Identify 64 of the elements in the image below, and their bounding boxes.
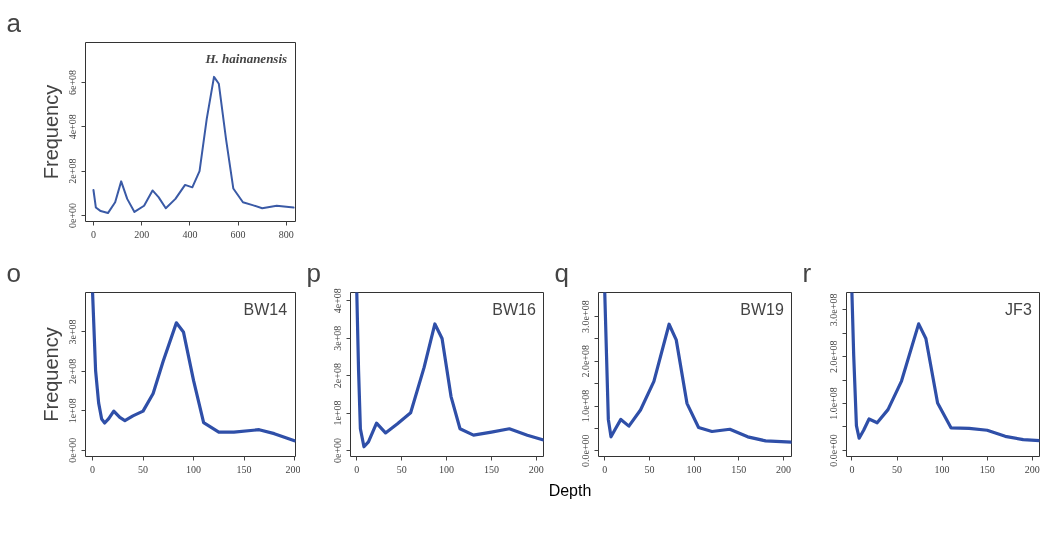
y-tick-label: 1e+08 (67, 398, 79, 424)
x-tick-label: 400 (182, 228, 198, 240)
y-tick-label: 3.0e+08 (580, 300, 592, 333)
x-tick-label: 50 (138, 463, 149, 475)
x-tick-label: 0 (849, 463, 855, 475)
x-tick-label: 0 (90, 228, 96, 240)
y-tick-label: 3.0e+08 (828, 293, 840, 327)
y-tick-label: 0.0e+00 (580, 434, 592, 467)
x-tick-label: 0 (90, 463, 96, 475)
x-tick-label: 150 (483, 463, 499, 475)
x-tick-label: 150 (731, 463, 747, 475)
y-tick-label: 2.0e+08 (828, 340, 840, 373)
chart-title: r (802, 257, 812, 288)
y-tick-label: 6e+08 (67, 69, 79, 95)
y-tick-label: 2.0e+08 (580, 345, 592, 378)
x-tick-label: 800 (278, 228, 294, 240)
line-series (355, 292, 544, 449)
line-series (90, 292, 296, 443)
x-tick-label: 150 (236, 463, 252, 475)
chart-title: q (554, 257, 569, 288)
x-tick-label: 50 (644, 463, 655, 475)
y-tick-label: 1.0e+08 (828, 387, 840, 420)
annotation: H. hainanensis (204, 51, 288, 67)
line-series (92, 75, 295, 215)
x-tick-label: 50 (892, 463, 902, 475)
x-tick-label: 200 (775, 463, 791, 475)
x-tick-label: 200 (528, 463, 544, 475)
y-tick-label: 3e+08 (332, 325, 344, 351)
x-tick-label: 0 (354, 463, 360, 475)
y-tick-label: 1e+08 (332, 400, 344, 426)
annotation: BW16 (492, 300, 536, 318)
chart-title: a (6, 7, 22, 38)
y-axis-title: Frequency (39, 84, 62, 180)
x-tick-label: 600 (230, 228, 246, 240)
annotation: BW19 (740, 300, 784, 318)
x-tick-label: 100 (934, 463, 950, 475)
annotation: BW14 (243, 300, 288, 318)
x-tick-label: 200 (1024, 463, 1040, 475)
y-tick-label: 0e+00 (67, 437, 79, 463)
y-tick-label: 1.0e+08 (580, 389, 592, 423)
annotation: JF3 (1005, 300, 1032, 318)
y-tick-label: 0e+00 (67, 202, 79, 229)
x-tick-label: 0 (602, 463, 608, 475)
x-tick-label: 150 (979, 463, 995, 475)
x-axis-title: Depth (548, 481, 592, 501)
y-tick-label: 4e+08 (67, 114, 79, 140)
x-tick-label: 100 (439, 463, 455, 475)
y-tick-label: 2e+08 (67, 158, 79, 184)
y-axis-title: Frequency (39, 327, 62, 422)
line-series (850, 292, 1040, 443)
line-series (603, 292, 792, 444)
y-tick-label: 0.0e+00 (828, 434, 840, 467)
y-tick-label: 3e+08 (67, 319, 79, 345)
x-tick-label: 200 (134, 228, 150, 240)
y-tick-label: 4e+08 (332, 288, 344, 314)
y-tick-label: 2e+08 (67, 358, 79, 384)
x-tick-label: 100 (186, 463, 202, 475)
chart-title: o (6, 257, 21, 288)
y-tick-label: 0e+00 (332, 437, 344, 464)
x-tick-label: 50 (396, 463, 407, 475)
y-tick-label: 2e+08 (332, 363, 344, 389)
x-tick-label: 100 (686, 463, 702, 475)
chart-title: p (306, 257, 321, 288)
x-tick-label: 200 (285, 463, 301, 475)
